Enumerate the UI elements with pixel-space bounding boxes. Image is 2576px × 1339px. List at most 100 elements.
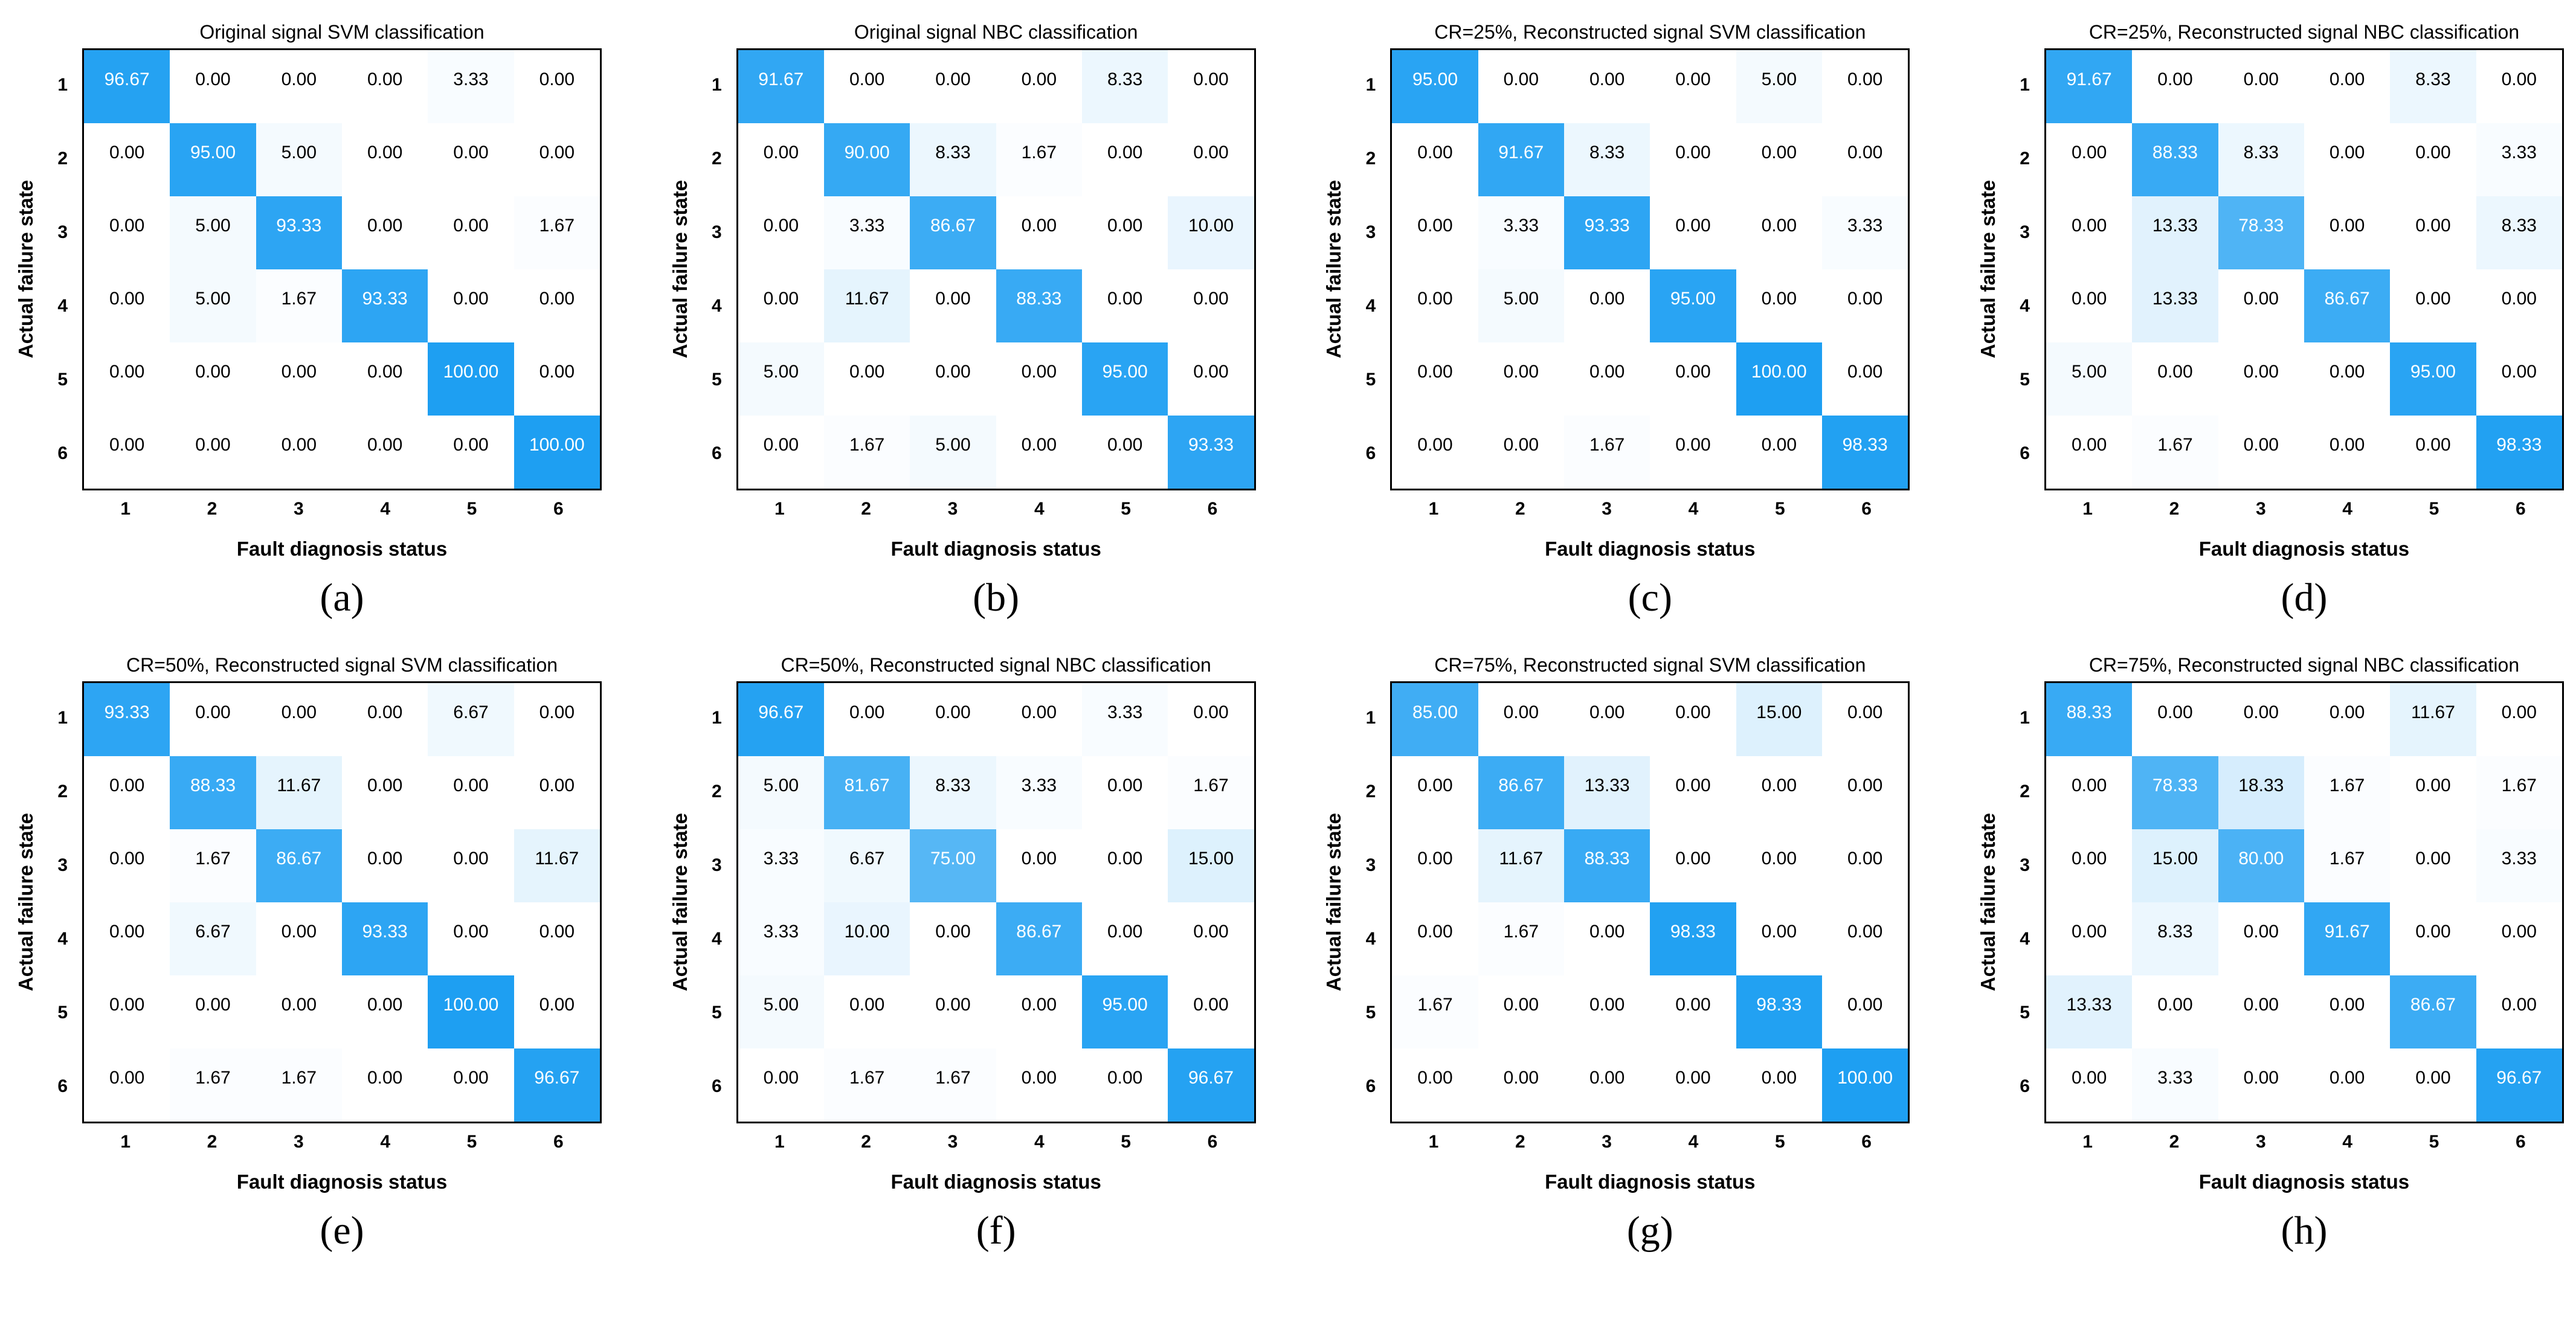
panel-title: CR=75%, Reconstructed signal NBC classif… <box>2088 653 2520 676</box>
matrix-cell: 0.00 <box>2390 756 2476 829</box>
heatmap-grid: 91.67 0.00 0.00 0.00 8.33 0.00 0.00 88.33 8.33 0.… <box>2044 48 2564 490</box>
matrix-cell: 8.33 <box>2390 50 2476 123</box>
matrix-cell: 5.00 <box>2046 342 2133 416</box>
matrix-cell: 0.00 <box>1650 1048 1736 1122</box>
matrix-cell: 75.00 <box>910 829 996 902</box>
matrix-cell: 86.67 <box>2390 975 2476 1048</box>
matrix-cell: 15.00 <box>1168 829 1254 902</box>
y-tick-label: 4 <box>2020 296 2030 316</box>
matrix-cell: 86.67 <box>1478 756 1564 829</box>
matrix-cell: 0.00 <box>1392 902 1478 975</box>
matrix-cell: 88.33 <box>170 756 256 829</box>
x-tick-label: 1 <box>1428 1132 1439 1152</box>
matrix-cell: 1.67 <box>170 829 256 902</box>
y-tick-label: 1 <box>711 708 722 728</box>
x-tick-label: 3 <box>1602 499 1612 519</box>
x-axis-label: Fault diagnosis status <box>236 538 448 560</box>
panel-title: CR=25%, Reconstructed signal NBC classif… <box>2088 21 2520 43</box>
matrix-cell: 0.00 <box>1736 196 1822 269</box>
x-axis-label: Fault diagnosis status <box>2198 538 2410 560</box>
matrix-cell: 0.00 <box>2304 1048 2391 1122</box>
matrix-cell: 0.00 <box>996 50 1082 123</box>
matrix-cell: 88.33 <box>2046 683 2133 756</box>
matrix-cell: 0.00 <box>2046 269 2133 342</box>
matrix-cell: 98.33 <box>2476 416 2562 489</box>
matrix-cell: 0.00 <box>1168 269 1254 342</box>
matrix-cell: 1.67 <box>1478 902 1564 975</box>
x-axis-tick-labels: 1 2 3 4 5 6 <box>82 499 602 519</box>
y-tick-label: 3 <box>57 855 68 875</box>
x-axis-label: Fault diagnosis status <box>890 1170 1101 1193</box>
x-axis-tick-labels: 1 2 3 4 5 6 <box>2044 499 2564 519</box>
matrix-cell: 0.00 <box>1736 756 1822 829</box>
y-tick-label: 2 <box>711 782 722 801</box>
y-tick-label: 3 <box>1365 222 1376 242</box>
figure-row-top: Original signal SVM classification Actua… <box>12 16 2564 621</box>
matrix-cell: 0.00 <box>1650 756 1736 829</box>
matrix-cell: 0.00 <box>996 829 1082 902</box>
y-tick-label: 2 <box>1365 782 1376 801</box>
y-axis-label-text: Actual failure state <box>668 813 691 992</box>
x-axis-label: Fault diagnosis status <box>1545 538 1756 560</box>
y-axis-label: Actual failure state <box>666 681 694 1123</box>
matrix-cell: 0.00 <box>1650 342 1736 416</box>
y-tick-label: 6 <box>711 1076 722 1096</box>
matrix-cell: 96.67 <box>514 1048 600 1122</box>
matrix-cell: 5.00 <box>738 975 824 1048</box>
matrix-cell: 1.67 <box>514 196 600 269</box>
y-tick-label: 3 <box>711 222 722 242</box>
matrix-cell: 0.00 <box>2390 416 2476 489</box>
matrix-cell: 0.00 <box>738 196 824 269</box>
matrix-cell: 0.00 <box>428 196 514 269</box>
x-axis-label: Fault diagnosis status <box>2198 1170 2410 1193</box>
matrix-cell: 0.00 <box>170 683 256 756</box>
matrix-cell: 3.33 <box>738 902 824 975</box>
matrix-cell: 0.00 <box>341 416 428 489</box>
panel-title: CR=75%, Reconstructed signal SVM classif… <box>1434 653 1866 676</box>
matrix-cell: 0.00 <box>2046 756 2133 829</box>
matrix-cell: 0.00 <box>2476 902 2562 975</box>
matrix-cell: 0.00 <box>1650 683 1736 756</box>
matrix-cell: 10.00 <box>823 902 910 975</box>
matrix-cell: 0.00 <box>1168 342 1254 416</box>
y-axis-tick-labels: 1 2 3 4 5 6 <box>2002 48 2044 490</box>
panel-title: Original signal SVM classification <box>199 21 485 43</box>
x-tick-label: 5 <box>466 499 477 519</box>
matrix-cell: 1.67 <box>170 1048 256 1122</box>
matrix-cell: 0.00 <box>2218 1048 2304 1122</box>
matrix-cell: 0.00 <box>428 123 514 196</box>
y-axis-label: Actual failure state <box>12 48 40 490</box>
x-tick-label: 5 <box>1774 1132 1785 1152</box>
y-tick-label: 4 <box>711 296 722 316</box>
y-axis-label-text: Actual failure state <box>1322 813 1345 992</box>
x-tick-label: 3 <box>1602 1132 1612 1152</box>
matrix-cell: 0.00 <box>1081 196 1168 269</box>
matrix-cell: 96.67 <box>1168 1048 1254 1122</box>
matrix-cell: 0.00 <box>910 975 996 1048</box>
confusion-matrix-panel-b: Original signal NBC classification Actua… <box>666 16 1256 621</box>
y-tick-label: 6 <box>2020 1076 2030 1096</box>
y-axis-label: Actual failure state <box>1974 681 2002 1123</box>
matrix-cell: 0.00 <box>1650 829 1736 902</box>
matrix-cell: 0.00 <box>1821 269 1908 342</box>
matrix-cell: 18.33 <box>2218 756 2304 829</box>
y-axis-tick-labels: 1 2 3 4 5 6 <box>1348 681 1390 1123</box>
matrix-cell: 0.00 <box>2304 975 2391 1048</box>
matrix-cell: 0.00 <box>341 829 428 902</box>
matrix-cell: 0.00 <box>1081 1048 1168 1122</box>
y-tick-label: 5 <box>1365 1003 1376 1023</box>
matrix-cell: 0.00 <box>1650 975 1736 1048</box>
matrix-cell: 0.00 <box>341 196 428 269</box>
confusion-matrix-panel-f: CR=50%, Reconstructed signal NBC classif… <box>666 649 1256 1254</box>
matrix-cell: 0.00 <box>2304 50 2391 123</box>
matrix-cell: 0.00 <box>2218 342 2304 416</box>
matrix-cell: 0.00 <box>823 50 910 123</box>
matrix-cell: 0.00 <box>341 975 428 1048</box>
matrix-cell: 0.00 <box>341 756 428 829</box>
x-tick-label: 5 <box>1121 499 1131 519</box>
matrix-cell: 6.67 <box>170 902 256 975</box>
matrix-cell: 0.00 <box>341 1048 428 1122</box>
